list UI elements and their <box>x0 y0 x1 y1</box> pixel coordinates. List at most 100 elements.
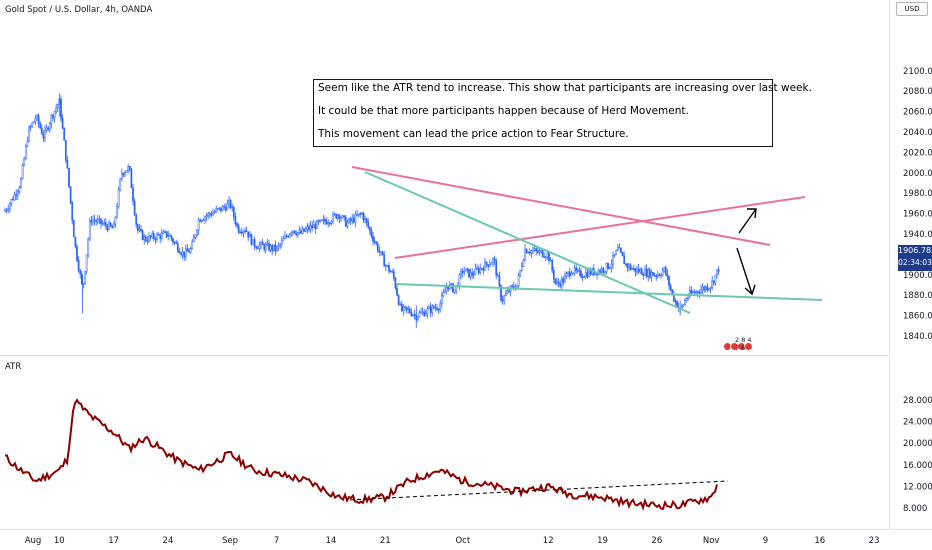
candle-body <box>229 200 232 208</box>
candle-body <box>309 225 312 230</box>
candle-body <box>146 240 149 242</box>
candle-body <box>292 230 294 233</box>
text-annotation-box[interactable]: Seem like the ATR tend to increase. This… <box>313 79 812 147</box>
candle-body <box>703 286 706 291</box>
candle-body <box>437 309 440 311</box>
candle-body <box>63 127 66 141</box>
candle-body <box>120 172 123 180</box>
candle-body <box>295 232 298 236</box>
candle-body <box>709 287 712 289</box>
candle-body <box>631 268 634 270</box>
symbol-title[interactable]: Gold Spot / U.S. Dollar, 4h, OANDA <box>5 5 153 15</box>
candle-body <box>143 236 146 240</box>
candle-body <box>362 212 365 220</box>
candle-body <box>223 206 226 208</box>
candle-body <box>42 133 45 139</box>
candle-body <box>648 269 651 278</box>
candle-body <box>573 267 576 274</box>
candle-body <box>298 230 301 233</box>
candle-body <box>244 230 246 233</box>
candle-body <box>24 145 27 159</box>
candle-body <box>133 200 136 215</box>
candle-body <box>199 219 202 222</box>
candle-body <box>351 217 354 222</box>
candle-body <box>352 217 355 223</box>
candle-body <box>272 244 275 251</box>
note-line-3: This movement can lead the price action … <box>318 128 629 140</box>
candle-body <box>474 267 477 275</box>
candle-body <box>405 306 408 310</box>
candle-body <box>162 231 165 234</box>
note-line-2: It could be that more participants happe… <box>318 105 689 117</box>
candle-body <box>570 273 573 277</box>
atr-indicator-label[interactable]: ATR <box>5 362 22 372</box>
candle-body <box>568 271 571 277</box>
candle-body <box>434 307 437 309</box>
candle-body <box>712 280 715 284</box>
candle-body <box>116 206 118 218</box>
candle-body <box>408 308 411 313</box>
candle-body <box>450 283 453 285</box>
candle-body <box>269 245 272 251</box>
candle-body <box>429 306 432 313</box>
candle-body <box>588 270 590 278</box>
candle-body <box>440 295 443 305</box>
candle-body <box>20 178 22 188</box>
candle-body <box>586 272 589 278</box>
candle-body <box>325 221 328 225</box>
candle-body <box>312 224 315 228</box>
candle-body <box>423 311 426 317</box>
candle-body <box>37 115 40 124</box>
candle-body <box>12 198 14 201</box>
candle-body <box>522 259 525 267</box>
time-axis-tick: 26 <box>651 536 662 546</box>
candle-body <box>4 210 6 212</box>
candle-body <box>426 308 429 314</box>
candle-body <box>540 250 542 252</box>
candle-body <box>255 246 258 249</box>
candle-body <box>191 241 194 249</box>
candle-body <box>682 304 685 307</box>
candle-body <box>290 232 293 235</box>
candle-body <box>207 213 210 216</box>
economic-events-marker[interactable]: 2 8 4 7 6 <box>723 336 755 352</box>
candle-body <box>490 262 493 265</box>
note-line-1: Seem like the ATR tend to increase. This… <box>318 82 812 94</box>
candle-body <box>93 219 96 222</box>
candle-body <box>442 292 445 297</box>
up-arrow-shaft <box>738 208 757 234</box>
candle-body <box>684 300 686 305</box>
candle-body <box>167 235 170 237</box>
candle-body <box>181 251 184 255</box>
candle-body <box>122 172 125 176</box>
candle-body <box>583 276 586 278</box>
time-axis-tick: 14 <box>326 536 337 546</box>
candle-body <box>34 118 37 122</box>
candle-body <box>575 267 578 272</box>
candle-body <box>671 289 674 294</box>
time-axis-tick: Aug <box>25 536 42 546</box>
candle-body <box>632 268 635 270</box>
candle-body <box>410 312 413 316</box>
candle-body <box>301 228 304 234</box>
candle-body <box>101 223 104 225</box>
candle-body <box>572 272 574 275</box>
candle-body <box>311 225 314 228</box>
candle-body <box>16 191 19 196</box>
candle-body <box>626 263 629 268</box>
candle-body <box>692 291 694 294</box>
candle-body <box>370 229 373 237</box>
candle-body <box>463 270 466 273</box>
candle-body <box>580 270 582 278</box>
candle-body <box>482 268 485 271</box>
candle-body <box>79 270 82 275</box>
candle-body <box>599 270 602 273</box>
currency-button[interactable]: USD <box>896 2 928 16</box>
candle-body <box>21 165 24 179</box>
candle-body <box>655 275 658 277</box>
candle-body <box>112 223 115 229</box>
candle-body <box>277 244 280 247</box>
candle-body <box>90 220 93 223</box>
candle-body <box>157 234 160 236</box>
candle-body <box>341 215 344 219</box>
